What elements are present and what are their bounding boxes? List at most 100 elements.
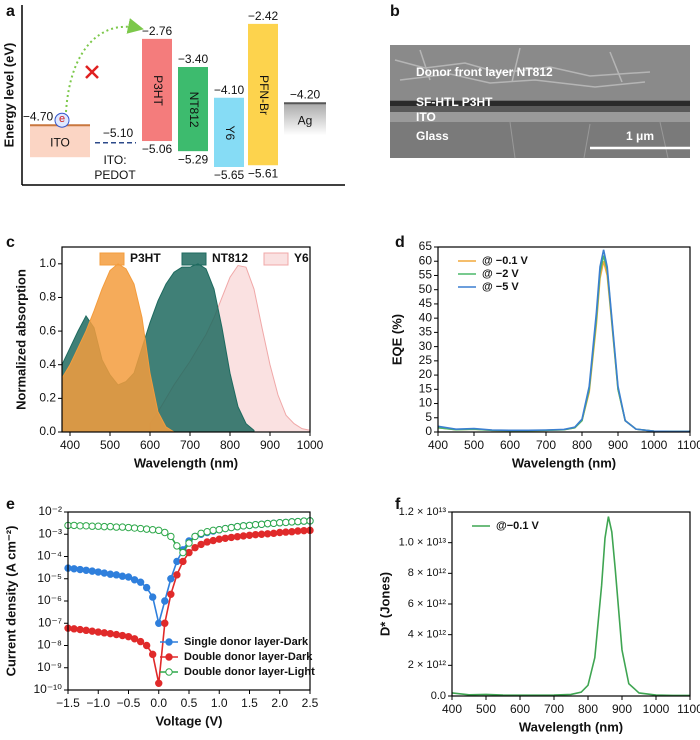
panel-label: a [6, 3, 15, 20]
marker [82, 522, 90, 530]
x-tick-label: 1.0 [211, 696, 228, 710]
legend-label: @−0.1 V [496, 520, 539, 532]
x-tick-label: 1000 [643, 702, 670, 716]
sem-label: Glass [416, 129, 449, 143]
marker [149, 593, 157, 601]
marker [257, 530, 266, 538]
marker [179, 548, 187, 557]
y-tick-label: 2 × 10¹² [408, 659, 447, 671]
marker [197, 540, 205, 549]
legend-marker [165, 638, 173, 646]
y-axis-label: Current density (A cm⁻²) [3, 526, 18, 677]
panel-label: f [395, 496, 401, 513]
level-label: −5.65 [214, 168, 245, 182]
marker [155, 526, 163, 535]
y-tick-label: 20 [419, 367, 433, 381]
marker [239, 532, 248, 540]
marker [82, 626, 90, 635]
x-tick-label: 500 [100, 438, 120, 452]
y-tick-label: 5 [425, 410, 432, 424]
marker [167, 590, 175, 599]
energy-box [214, 98, 244, 167]
marker [118, 631, 127, 640]
marker [136, 524, 145, 533]
level-label: −5.10 [103, 126, 134, 140]
marker [191, 543, 199, 552]
y-tick-label: 1.0 [39, 256, 56, 270]
legend-swatch [181, 252, 207, 266]
line [437, 255, 690, 433]
marker [82, 566, 90, 574]
level-label: −2.76 [142, 24, 173, 38]
marker [263, 519, 272, 528]
sem-label: ITO [416, 110, 436, 124]
x-tick-label: 500 [464, 438, 484, 452]
level-label: −5.61 [248, 166, 279, 180]
legend-label: Double donor layer-Dark [184, 651, 313, 663]
y-tick-label: 65 [419, 239, 433, 253]
marker [88, 627, 96, 635]
marker [161, 528, 169, 537]
x-tick-label: 900 [608, 438, 628, 452]
marker [288, 518, 296, 526]
marker [94, 522, 102, 530]
marker [276, 528, 284, 537]
layer-name: Y6 [223, 126, 237, 141]
legend-label: @ −0.1 V [482, 255, 529, 267]
y-tick-label: 40 [419, 310, 433, 324]
marker [142, 583, 151, 592]
x-axis-label: Voltage (V) [156, 713, 223, 728]
layer-name: PFN-Br [257, 75, 271, 115]
y-tick-label: 45 [419, 296, 433, 310]
marker [76, 625, 84, 634]
y-tick-label: 0.2 [39, 391, 56, 405]
y-tick-label: 10 [419, 396, 433, 410]
legend-marker [165, 668, 173, 676]
y-tick-label: 10⁻⁶ [37, 593, 62, 607]
marker [142, 525, 151, 533]
marker [88, 522, 96, 530]
legend-swatch [99, 252, 125, 266]
y-tick-label: 10⁻³ [38, 526, 62, 540]
marker [124, 632, 133, 641]
y-tick-label: 10⁻⁴ [37, 549, 62, 563]
chart: 400 500 600 700 800 900 1000 1100 05101520253035… [389, 239, 700, 470]
marker [288, 528, 296, 536]
marker [100, 629, 109, 637]
marker [215, 526, 223, 534]
y-tick-label: 10⁻⁹ [37, 660, 62, 674]
y-tick-label: 0.0 [431, 690, 446, 702]
x-tick-label: 1100 [677, 702, 700, 716]
x-tick-label: 900 [612, 702, 632, 716]
marker [203, 528, 211, 536]
panel-label: d [395, 234, 405, 251]
legend-label: Double donor layer-Light [184, 666, 315, 678]
chart: −1.5 −1.0 −0.5 0.0 0.5 1.0 1.5 2.0 2.5 10⁻² 10⁻³ 10… [3, 504, 318, 728]
sem-label: Donor front layer NT812 [416, 65, 553, 79]
x-tick-label: 800 [578, 702, 598, 716]
x-axis-label: Wavelength (nm) [512, 455, 616, 470]
marker [294, 517, 302, 526]
y-tick-label: 10⁻² [38, 504, 62, 518]
marker [203, 538, 211, 546]
marker [76, 565, 84, 574]
y-tick-label: 10⁻⁸ [37, 638, 62, 652]
level-label: −5.06 [142, 142, 173, 156]
marker [185, 548, 193, 557]
legend-label: @ −5 V [482, 281, 519, 293]
x-tick-label: −1.0 [86, 696, 110, 710]
y-axis-label: Normalized absorption [13, 269, 28, 410]
marker [221, 534, 230, 542]
legend-label: @ −2 V [482, 268, 519, 280]
marker [270, 519, 278, 528]
chart: 400 500 600 700 800 900 1000 1100 0.0 2 × 10¹² 4 ×… [377, 506, 700, 735]
layer-name: ITO [50, 135, 70, 149]
x-tick-label: 400 [442, 702, 462, 716]
x-tick-label: 700 [536, 438, 556, 452]
marker [209, 536, 217, 545]
plot-frame [451, 511, 691, 697]
x-tick-label: 800 [572, 438, 592, 452]
marker [70, 625, 78, 633]
layer-name: P3HT [151, 75, 165, 106]
